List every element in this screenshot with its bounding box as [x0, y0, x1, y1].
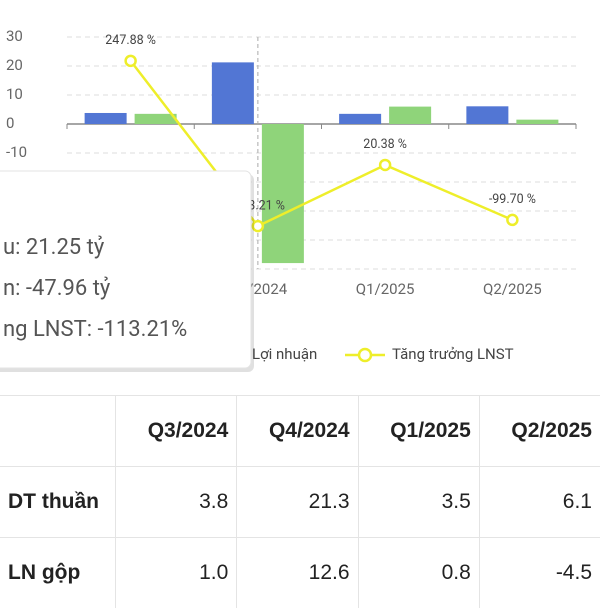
legend-label: Lợi nhuận [252, 345, 317, 363]
cell: 21.3 [237, 467, 358, 538]
bar [212, 62, 254, 124]
bar [389, 107, 431, 124]
line-point [126, 56, 136, 66]
tooltip-line: ng LNST: -113.21% [3, 317, 187, 342]
bar [85, 113, 127, 124]
row-label: DT thuần [0, 467, 116, 538]
legend-marker [359, 349, 371, 361]
y-tick-label: 10 [6, 85, 23, 103]
col-header: Q3/2024 [116, 396, 237, 467]
col-header: Q4/2024 [237, 396, 358, 467]
bar [339, 114, 381, 124]
bar [262, 124, 304, 263]
cell: -4.5 [479, 538, 600, 608]
cell: 3.5 [358, 467, 479, 538]
data-label: 20.38 % [363, 137, 407, 152]
x-tick-label: Q1/2025 [356, 280, 415, 298]
tooltip: u: 21.25 tỷ n: -47.96 tỷ ng LNST: -113.21% [0, 171, 254, 372]
cell: 1.0 [116, 538, 237, 608]
legend-label: Tăng trưởng LNST [392, 345, 514, 363]
y-tick-label: 30 [6, 27, 23, 45]
row-label: LN gộp [0, 538, 116, 608]
tooltip-line: n: -47.96 tỷ [3, 276, 111, 301]
chart: -50-40-30-20-100102030Q3/2024Q4/2024Q1/2… [0, 0, 600, 395]
data-label: -99.70 % [489, 192, 536, 207]
y-tick-label: -10 [6, 143, 27, 161]
data-table: Q3/2024 Q4/2024 Q1/2025 Q2/2025 DT thuần… [0, 395, 600, 608]
cell: 6.1 [479, 467, 600, 538]
line-point [507, 215, 517, 225]
data-label: 247.88 % [105, 33, 156, 48]
bar [516, 120, 558, 124]
corner [0, 396, 116, 467]
bar [466, 106, 508, 124]
cell: 0.8 [358, 538, 479, 608]
tooltip-line: u: 21.25 tỷ [3, 235, 105, 260]
col-header: Q1/2025 [358, 396, 479, 467]
header-row: Q3/2024 Q4/2024 Q1/2025 Q2/2025 [0, 396, 600, 467]
y-tick-label: 20 [6, 56, 23, 74]
line-point [253, 221, 263, 231]
cell: 3.8 [116, 467, 237, 538]
y-tick-label: 0 [6, 114, 14, 132]
line-point [380, 160, 390, 170]
col-header: Q2/2025 [479, 396, 600, 467]
cell: 12.6 [237, 538, 358, 608]
bar [135, 114, 177, 124]
x-tick-label: Q2/2025 [483, 280, 542, 298]
